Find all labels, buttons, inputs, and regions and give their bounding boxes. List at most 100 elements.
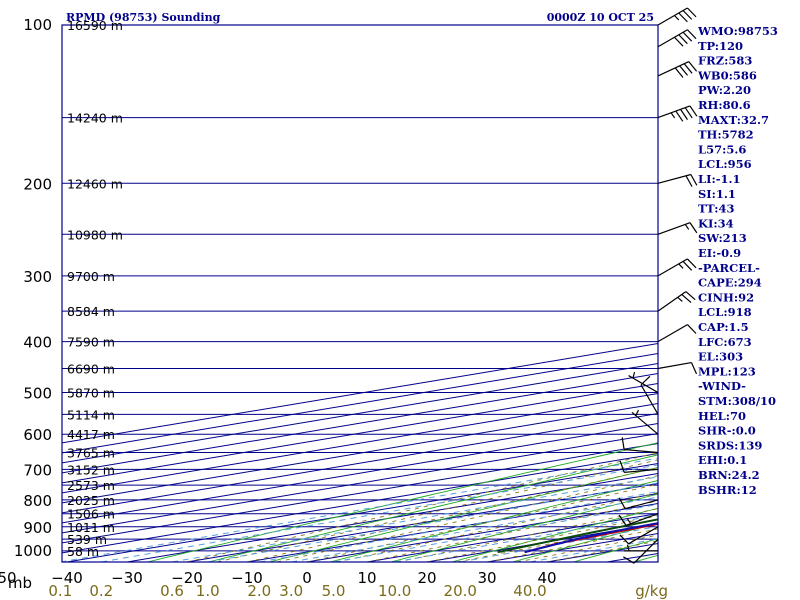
dry-adiabat [208,454,658,562]
index-item: -WIND- [698,379,746,393]
trace-parcel-path [524,522,658,554]
pressure-tick-label: 800 [23,492,52,510]
mixing-ratio-tick-label: 0.2 [89,582,113,600]
index-item: SW:213 [698,231,747,245]
plot-frame [61,24,659,563]
indices-panel: WMO:98753TP:120FRZ:583WB0:586PW:2.20RH:8… [697,24,778,497]
wind-barb [657,291,696,312]
wind-barb [657,362,698,375]
height-label: 1506 m [67,507,115,522]
index-item: WMO:98753 [697,24,778,38]
index-item: EL:303 [698,350,743,364]
wind-barb [618,497,659,510]
wind-barb [657,105,698,122]
temperature-axis: 50 −40 −30 −20 −10 0 10 20 30 40 [0,569,557,587]
mixing-ratio-tick-label: 40.0 [513,582,546,600]
temperature-tick-label: −10 [231,569,263,587]
index-item: SRDS:139 [698,438,762,452]
index-item: EI:-0.9 [698,246,741,260]
height-label: 4417 m [67,427,115,442]
height-label: 12460 m [67,176,123,191]
wind-barb [621,437,659,454]
wind-barb [631,409,659,435]
pressure-tick-label: 500 [23,385,52,403]
wind-barb [657,7,697,26]
pressure-axis: 100 200 300 400 500 600 700 800 900 1000 [14,16,52,560]
height-label: 58 m [67,544,99,559]
temperature-tick-label: 20 [417,569,436,587]
mixing-ratio-axis: 0.1 0.2 0.6 1.0 2.0 3.0 5.0 10.0 20.0 40.0 [48,582,546,600]
moist-adiabat [366,500,658,562]
height-label: 6690 m [67,361,115,376]
isotherm-line [62,392,658,494]
height-label: 5870 m [67,386,115,401]
index-item: SI:1.1 [698,187,736,201]
moist-adiabat [306,483,658,562]
height-label: 14240 m [67,111,123,126]
wind-barb [618,513,659,526]
height-label: 9700 m [67,269,115,284]
moist-adiabat [396,508,658,562]
pressure-tick-label: 600 [23,426,52,444]
index-item: FRZ:583 [698,54,752,68]
height-label: 16590 m [67,18,123,33]
wind-barb [657,324,697,343]
isotherm-line [62,442,658,544]
chart-time: 0000Z 10 OCT 25 [547,11,654,24]
mixing-ratio-tick-label: 10.0 [378,582,411,600]
height-label: 10980 m [67,227,123,242]
wind-barb [657,173,698,187]
index-item: STM:308/10 [698,394,776,408]
height-label: 3152 m [67,462,115,477]
temperature-tick-label: −30 [111,569,143,587]
wind-barb [657,258,697,277]
mixing-ratio-tick-label: 1.0 [196,582,220,600]
wind-barb [628,371,659,394]
isotherm-line [62,402,658,504]
index-item: LCL:918 [698,305,752,319]
isotherm-line [62,422,658,524]
mixing-ratio-line [207,482,658,562]
height-label: 8584 m [67,304,115,319]
index-item: TP:120 [698,39,743,53]
pressure-tick-label: 200 [23,175,52,193]
pressure-tick-label: 1000 [14,542,52,560]
index-item: TH:5782 [698,128,754,142]
mixing-ratio-tick-label: 2.0 [247,582,271,600]
pressure-tick-label: 300 [23,268,52,286]
index-item: CINH:92 [698,290,754,304]
index-item: KI:34 [698,216,734,230]
index-item: HEL:70 [698,409,746,423]
plot-area [62,25,658,562]
mixing-ratio-line [171,476,658,562]
pressure-unit-label: mb [8,574,32,592]
temperature-tick-label: 30 [477,569,496,587]
height-label: 2573 m [67,478,115,493]
temperature-tick-label: −20 [171,569,203,587]
wind-barb [623,538,659,564]
index-item: RH:80.6 [698,98,751,112]
height-labels: 16590 m 14240 m 12460 m 10980 m 9700 m 8584 m… [67,18,123,559]
index-item: BRN:24.2 [698,468,760,482]
index-item: LCL:956 [698,157,752,171]
dry-adiabat [451,507,658,562]
index-item: PW:2.20 [698,83,751,97]
index-item: CAP:1.5 [698,320,749,334]
index-item: LFC:673 [698,335,752,349]
dry-adiabat [329,480,658,562]
index-item: EHI:0.1 [698,453,747,467]
dry-adiabat [269,466,658,562]
index-item: MPL:123 [698,364,756,378]
isotherm-line [62,432,658,534]
isotherm-line [62,382,658,484]
dry-adiabat [390,493,658,562]
index-item: BSHR:12 [698,483,757,497]
mixing-ratio-line [62,457,658,562]
mixing-ratio-unit-label: g/kg [635,582,668,600]
mixing-ratio-line [101,464,658,562]
height-label: 2025 m [67,493,115,508]
index-item: -PARCEL- [698,261,760,275]
isotherm-line [62,372,658,474]
moist-adiabat [186,452,658,562]
temperature-tick-label: 0 [302,569,312,587]
